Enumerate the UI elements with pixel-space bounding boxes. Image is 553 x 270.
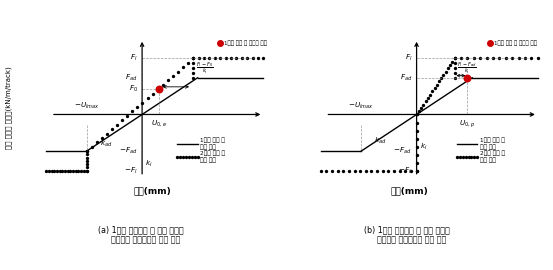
Text: 변위(mm): 변위(mm) — [390, 186, 428, 195]
Text: $F_{ad}$: $F_{ad}$ — [125, 73, 138, 83]
Text: (a) 1단계 해석완료 후 궤도 종방향
    저항력이 탄성구간에 있는 경우: (a) 1단계 해석완료 후 궤도 종방향 저항력이 탄성구간에 있는 경우 — [98, 225, 184, 245]
Text: $k_{ad}$: $k_{ad}$ — [374, 135, 386, 146]
Text: $-U_{lmax}$: $-U_{lmax}$ — [74, 101, 100, 111]
Text: 궤도 종방향 저항력(kN/m/track): 궤도 종방향 저항력(kN/m/track) — [5, 67, 12, 149]
Text: $U_{0,p}$: $U_{0,p}$ — [459, 118, 475, 130]
Text: $F_l$: $F_l$ — [130, 53, 138, 63]
Text: 1단계 해석 후 저항력 응답: 1단계 해석 후 저항력 응답 — [494, 40, 536, 46]
Text: 1단계 해석 시
적용 선도: 1단계 해석 시 적용 선도 — [479, 137, 504, 150]
Text: $U_{0,e}$: $U_{0,e}$ — [150, 118, 166, 128]
Text: 2단계 해석 시
적용 선도: 2단계 해석 시 적용 선도 — [200, 150, 225, 163]
Point — [463, 76, 472, 80]
Text: (b) 1단계 해석완료 후 궤도 종방향
    저항력이 소성구간에 있는 경우: (b) 1단계 해석완료 후 궤도 종방향 저항력이 소성구간에 있는 경우 — [363, 225, 450, 245]
Text: $-F_{ad}$: $-F_{ad}$ — [119, 146, 138, 156]
Text: $-U_{lmax}$: $-U_{lmax}$ — [348, 101, 374, 111]
Text: $F_{ad}$: $F_{ad}$ — [400, 73, 412, 83]
Text: $-F_l$: $-F_l$ — [399, 166, 412, 176]
Text: $-F_{ad}$: $-F_{ad}$ — [394, 146, 412, 156]
Text: 1단계 해석 시
적용 선도: 1단계 해석 시 적용 선도 — [200, 137, 225, 150]
Text: 변위(mm): 변위(mm) — [133, 186, 171, 195]
Text: $\frac{F_l - F_0}{k_i}$: $\frac{F_l - F_0}{k_i}$ — [196, 60, 213, 76]
Text: $F_0$: $F_0$ — [128, 83, 138, 94]
Text: 2단계 해석 시
적용 선도: 2단계 해석 시 적용 선도 — [479, 150, 505, 163]
Text: $-F_l$: $-F_l$ — [124, 166, 138, 176]
Text: $F_l$: $F_l$ — [404, 53, 412, 63]
Text: $\frac{F_l - F_{ad}}{k_i}$: $\frac{F_l - F_{ad}}{k_i}$ — [457, 60, 477, 76]
Text: $k_i$: $k_i$ — [420, 142, 428, 152]
Point — [154, 86, 163, 91]
Text: $k_i$: $k_i$ — [145, 159, 153, 169]
Point — [486, 41, 494, 45]
Point — [216, 41, 225, 45]
Text: 1단계 해석 후 저항력 응답: 1단계 해석 후 저항력 응답 — [224, 40, 267, 46]
Text: $k_{ad}$: $k_{ad}$ — [101, 139, 113, 149]
